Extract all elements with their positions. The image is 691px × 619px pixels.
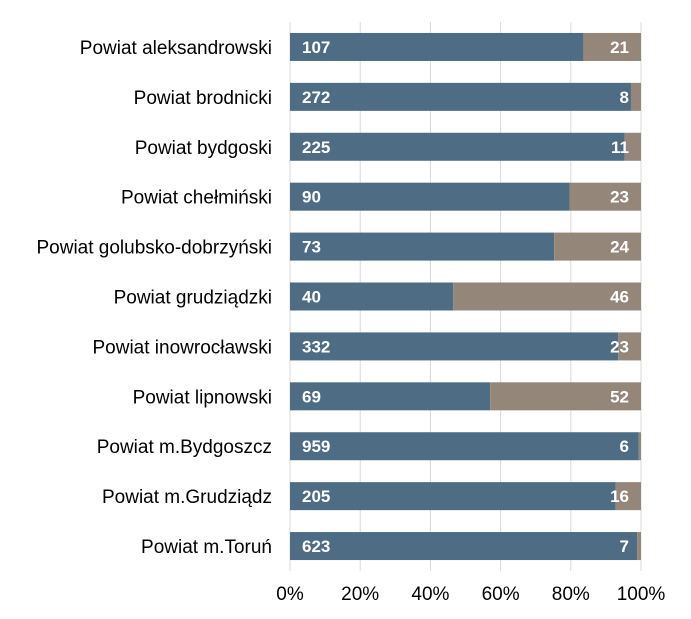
data-label-series-1: 205 xyxy=(302,487,330,506)
data-label-series-2: 11 xyxy=(611,138,629,157)
bar-segment-series-1 xyxy=(290,282,454,311)
category-label: Powiat grudziądzki xyxy=(114,288,272,309)
data-label-series-2: 6 xyxy=(620,437,629,456)
category-label: Powiat brodnicki xyxy=(134,88,272,109)
data-label-series-1: 272 xyxy=(302,88,330,107)
category-label: Powiat chełmiński xyxy=(121,188,272,209)
data-label-series-2: 46 xyxy=(610,288,629,307)
bar-segment-series-1 xyxy=(290,532,638,561)
data-label-series-1: 73 xyxy=(302,238,321,257)
bar-segment-series-2 xyxy=(569,182,641,211)
category-label: Powiat m.Bydgoszcz xyxy=(97,437,272,458)
category-label: Powiat m.Toruń xyxy=(141,537,272,558)
category-label: Powiat bydgoski xyxy=(135,138,272,159)
x-axis-ticks: 0% 20% 40% 60% 80% 100% xyxy=(276,584,665,605)
bar-segment-series-2 xyxy=(637,532,641,561)
data-label-series-1: 90 xyxy=(302,188,321,207)
bar-segment-series-1 xyxy=(290,232,555,261)
x-tick-label: 100% xyxy=(617,584,666,605)
data-label-series-1: 225 xyxy=(302,138,330,157)
bar-segment-series-1 xyxy=(290,432,639,461)
data-label-series-2: 52 xyxy=(610,387,629,406)
bar-segment-series-2 xyxy=(583,32,641,61)
category-label: Powiat golubsko-dobrzyński xyxy=(36,238,272,259)
bar-segment-series-1 xyxy=(290,32,584,61)
data-label-series-1: 959 xyxy=(302,437,330,456)
x-tick-label: 80% xyxy=(552,584,590,605)
x-tick-label: 40% xyxy=(411,584,449,605)
bar-segment-series-1 xyxy=(290,132,625,161)
bar-segment-series-2 xyxy=(624,132,641,161)
x-tick-label: 60% xyxy=(482,584,520,605)
category-label: Powiat inowrocławski xyxy=(92,337,272,358)
category-label: Powiat m.Grudziądz xyxy=(102,487,272,508)
bar-segment-series-2 xyxy=(453,282,641,311)
bar-segment-series-2 xyxy=(630,82,641,111)
bar-segment-series-2 xyxy=(490,382,641,411)
data-label-series-2: 7 xyxy=(620,537,629,556)
x-tick-label: 20% xyxy=(341,584,379,605)
data-label-series-1: 332 xyxy=(302,337,330,356)
bar-segment-series-1 xyxy=(290,332,619,361)
bar-segment-series-1 xyxy=(290,182,570,211)
bar-segment-series-1 xyxy=(290,82,631,111)
bar-segment-series-1 xyxy=(290,382,491,411)
bar-segment-series-1 xyxy=(290,482,616,511)
data-label-series-2: 21 xyxy=(610,38,629,57)
data-label-series-2: 16 xyxy=(610,487,629,506)
bars xyxy=(290,32,641,561)
data-label-series-1: 69 xyxy=(302,387,321,406)
data-label-series-2: 23 xyxy=(610,188,629,207)
data-label-series-1: 40 xyxy=(302,288,321,307)
bar-segment-series-2 xyxy=(618,332,641,361)
data-label-series-1: 107 xyxy=(302,38,330,57)
bar-segment-series-2 xyxy=(638,432,641,461)
data-label-series-1: 623 xyxy=(302,537,330,556)
category-label: Powiat aleksandrowski xyxy=(80,38,272,59)
category-labels: Powiat aleksandrowski Powiat brodnicki Pow… xyxy=(36,38,272,558)
data-label-series-2: 23 xyxy=(610,337,629,356)
x-tick-label: 0% xyxy=(276,584,304,605)
data-label-series-2: 24 xyxy=(610,238,629,257)
bar-segment-series-2 xyxy=(615,482,641,511)
category-label: Powiat lipnowski xyxy=(133,387,272,408)
data-label-series-2: 8 xyxy=(620,88,629,107)
bar-segment-series-2 xyxy=(554,232,641,261)
